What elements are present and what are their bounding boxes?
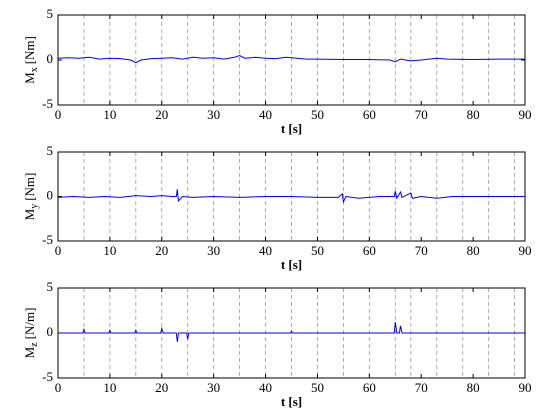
y-axis-label: My [Nm] — [22, 173, 40, 221]
x-tick-label: 10 — [103, 380, 116, 395]
data-line — [57, 189, 525, 204]
y-axis-label-main: M — [22, 72, 37, 84]
x-tick-label: 70 — [415, 107, 428, 122]
x-tick-label: 0 — [55, 380, 62, 395]
x-tick-label: 20 — [155, 380, 168, 395]
y-axis-label: Mx [Nm] — [22, 36, 40, 84]
data-line — [57, 54, 525, 64]
x-tick-label: 50 — [311, 243, 324, 258]
y-tick-label: 0 — [47, 187, 54, 202]
y-axis-label-main: M — [22, 208, 37, 220]
x-tick-label: 80 — [467, 243, 480, 258]
y-tick-label: -5 — [42, 232, 53, 247]
data-line — [58, 322, 525, 343]
y-tick-label: 5 — [47, 6, 54, 21]
x-tick-label: 60 — [363, 380, 376, 395]
x-tick-label: 30 — [207, 380, 220, 395]
y-tick-label: 5 — [47, 279, 54, 294]
x-tick-label: 70 — [415, 380, 428, 395]
x-tick-label: 50 — [311, 107, 324, 122]
y-axis-label-unit: [N/m] — [22, 308, 37, 340]
x-tick-label: 0 — [55, 243, 62, 258]
x-tick-label: 60 — [363, 107, 376, 122]
x-axis-label: t [s] — [281, 394, 302, 409]
x-tick-label: 90 — [519, 243, 532, 258]
y-tick-label: -5 — [42, 369, 53, 384]
y-tick-label: 5 — [47, 143, 54, 158]
x-tick-label: 90 — [519, 380, 532, 395]
x-tick-label: 60 — [363, 243, 376, 258]
x-tick-label: 20 — [155, 243, 168, 258]
plot-frame — [57, 287, 526, 379]
y-axis-label-sub: x — [29, 67, 40, 72]
x-tick-label: 80 — [467, 107, 480, 122]
y-tick-label: 0 — [47, 324, 54, 339]
x-tick-label: 40 — [259, 380, 272, 395]
x-axis-label: t [s] — [281, 257, 302, 272]
x-tick-label: 30 — [207, 107, 220, 122]
x-tick-label: 0 — [55, 107, 62, 122]
plot-frame — [57, 14, 526, 106]
x-tick-label: 10 — [103, 243, 116, 258]
y-axis-label-main: M — [22, 346, 37, 358]
y-axis-label-unit: [Nm] — [22, 173, 37, 201]
y-axis-label: Mz [N/m] — [22, 308, 40, 359]
x-tick-label: 50 — [311, 380, 324, 395]
x-tick-label: 70 — [415, 243, 428, 258]
x-tick-label: 90 — [519, 107, 532, 122]
y-axis-label-sub: z — [29, 342, 40, 347]
plot-frame — [57, 151, 526, 242]
x-tick-label: 40 — [259, 107, 272, 122]
y-tick-label: -5 — [42, 96, 53, 111]
y-axis-label-unit: [Nm] — [22, 36, 37, 64]
x-tick-label: 40 — [259, 243, 272, 258]
x-tick-label: 10 — [103, 107, 116, 122]
x-tick-label: 30 — [207, 243, 220, 258]
y-tick-label: 0 — [47, 51, 54, 66]
x-tick-label: 20 — [155, 107, 168, 122]
x-axis-label: t [s] — [281, 121, 302, 136]
y-axis-label-sub: y — [29, 204, 40, 209]
x-tick-label: 80 — [467, 380, 480, 395]
